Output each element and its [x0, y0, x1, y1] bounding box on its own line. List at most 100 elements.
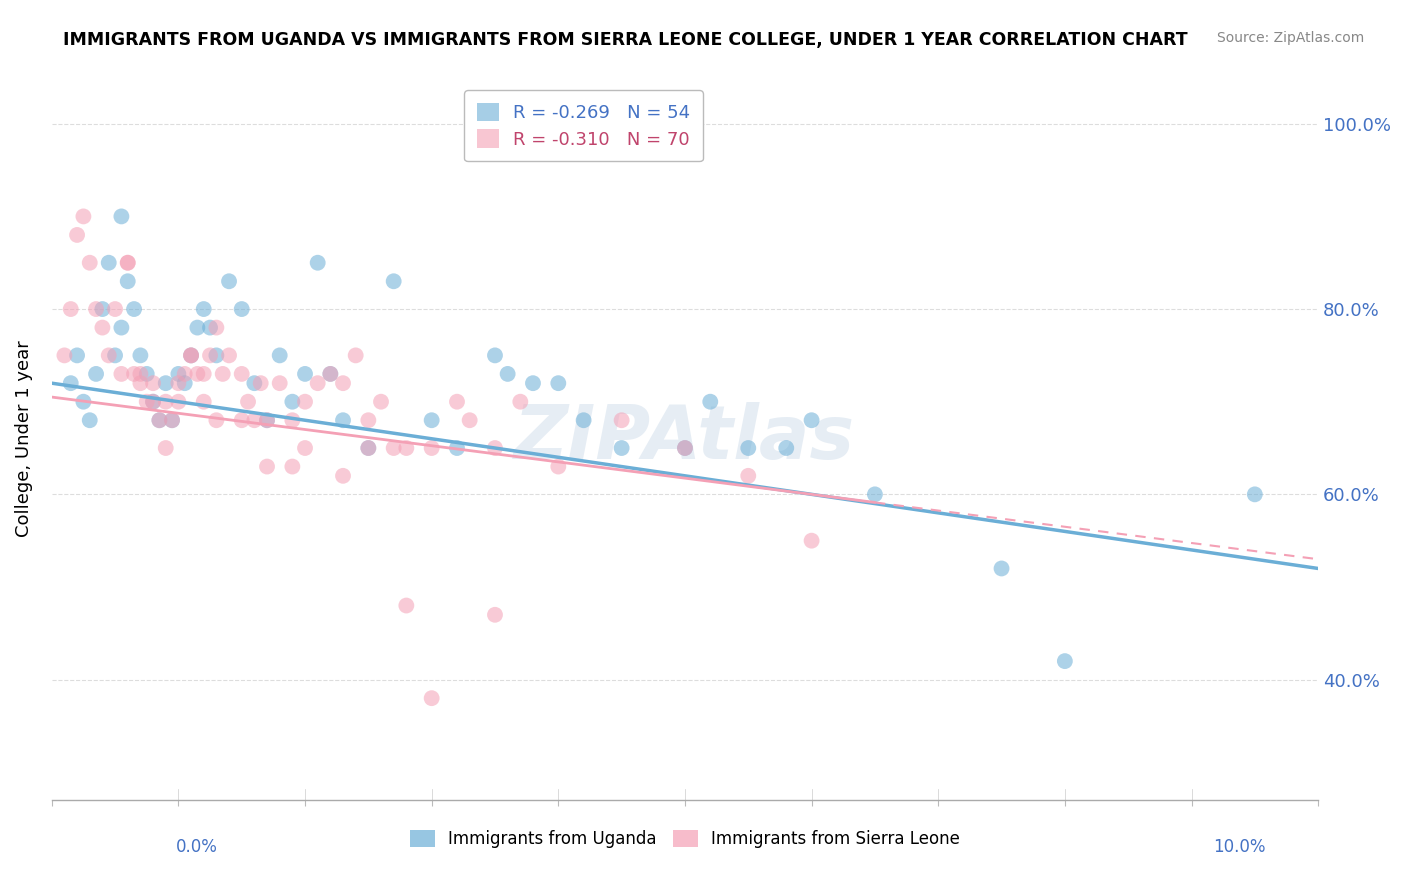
Point	[420, 413, 443, 427]
Point	[357, 413, 380, 427]
Point	[990, 561, 1012, 575]
Point	[160, 413, 183, 427]
Point	[79, 256, 101, 270]
Point	[357, 441, 380, 455]
Point	[193, 394, 215, 409]
Point	[281, 459, 304, 474]
Point	[53, 348, 76, 362]
Point	[737, 441, 759, 455]
Point	[775, 441, 797, 455]
Point	[395, 599, 418, 613]
Point	[205, 348, 228, 362]
Point	[294, 367, 316, 381]
Point	[294, 441, 316, 455]
Point	[193, 367, 215, 381]
Point	[84, 301, 107, 316]
Point	[198, 320, 221, 334]
Point	[218, 274, 240, 288]
Point	[319, 367, 342, 381]
Point	[249, 376, 271, 391]
Point	[167, 394, 190, 409]
Point	[66, 348, 89, 362]
Point	[395, 441, 418, 455]
Point	[205, 413, 228, 427]
Point	[281, 413, 304, 427]
Point	[800, 533, 823, 548]
Point	[344, 348, 367, 362]
Point	[547, 459, 569, 474]
Point	[218, 348, 240, 362]
Point	[231, 413, 253, 427]
Point	[155, 441, 177, 455]
Point	[522, 376, 544, 391]
Point	[243, 376, 266, 391]
Point	[863, 487, 886, 501]
Point	[155, 394, 177, 409]
Text: Source: ZipAtlas.com: Source: ZipAtlas.com	[1216, 31, 1364, 45]
Point	[180, 348, 202, 362]
Point	[800, 413, 823, 427]
Point	[198, 348, 221, 362]
Point	[236, 394, 259, 409]
Y-axis label: College, Under 1 year: College, Under 1 year	[15, 341, 32, 537]
Point	[484, 607, 506, 622]
Text: 0.0%: 0.0%	[176, 838, 218, 855]
Point	[97, 256, 120, 270]
Point	[142, 376, 165, 391]
Point	[104, 301, 127, 316]
Point	[148, 413, 170, 427]
Point	[496, 367, 519, 381]
Point	[129, 348, 152, 362]
Point	[211, 367, 233, 381]
Point	[160, 413, 183, 427]
Point	[148, 413, 170, 427]
Point	[370, 394, 392, 409]
Point	[193, 301, 215, 316]
Text: 10.0%: 10.0%	[1213, 838, 1265, 855]
Point	[332, 413, 354, 427]
Point	[509, 394, 531, 409]
Legend: R = -0.269   N = 54, R = -0.310   N = 70: R = -0.269 N = 54, R = -0.310 N = 70	[464, 90, 703, 161]
Point	[84, 367, 107, 381]
Point	[135, 394, 157, 409]
Point	[122, 367, 145, 381]
Point	[294, 394, 316, 409]
Point	[673, 441, 696, 455]
Point	[205, 320, 228, 334]
Point	[269, 376, 291, 391]
Point	[59, 301, 82, 316]
Point	[332, 376, 354, 391]
Point	[110, 210, 132, 224]
Point	[66, 227, 89, 242]
Point	[269, 348, 291, 362]
Point	[547, 376, 569, 391]
Point	[180, 348, 202, 362]
Point	[699, 394, 721, 409]
Point	[104, 348, 127, 362]
Point	[173, 376, 195, 391]
Point	[97, 348, 120, 362]
Point	[122, 301, 145, 316]
Point	[610, 413, 633, 427]
Point	[610, 441, 633, 455]
Point	[91, 320, 114, 334]
Point	[1243, 487, 1265, 501]
Point	[142, 394, 165, 409]
Point	[186, 320, 208, 334]
Point	[142, 394, 165, 409]
Point	[129, 376, 152, 391]
Point	[110, 320, 132, 334]
Point	[117, 256, 139, 270]
Point	[484, 441, 506, 455]
Point	[572, 413, 595, 427]
Point	[737, 468, 759, 483]
Point	[129, 367, 152, 381]
Point	[673, 441, 696, 455]
Point	[72, 210, 94, 224]
Point	[319, 367, 342, 381]
Point	[79, 413, 101, 427]
Text: ZIPAtlas: ZIPAtlas	[515, 402, 855, 475]
Point	[420, 691, 443, 706]
Point	[167, 367, 190, 381]
Point	[243, 413, 266, 427]
